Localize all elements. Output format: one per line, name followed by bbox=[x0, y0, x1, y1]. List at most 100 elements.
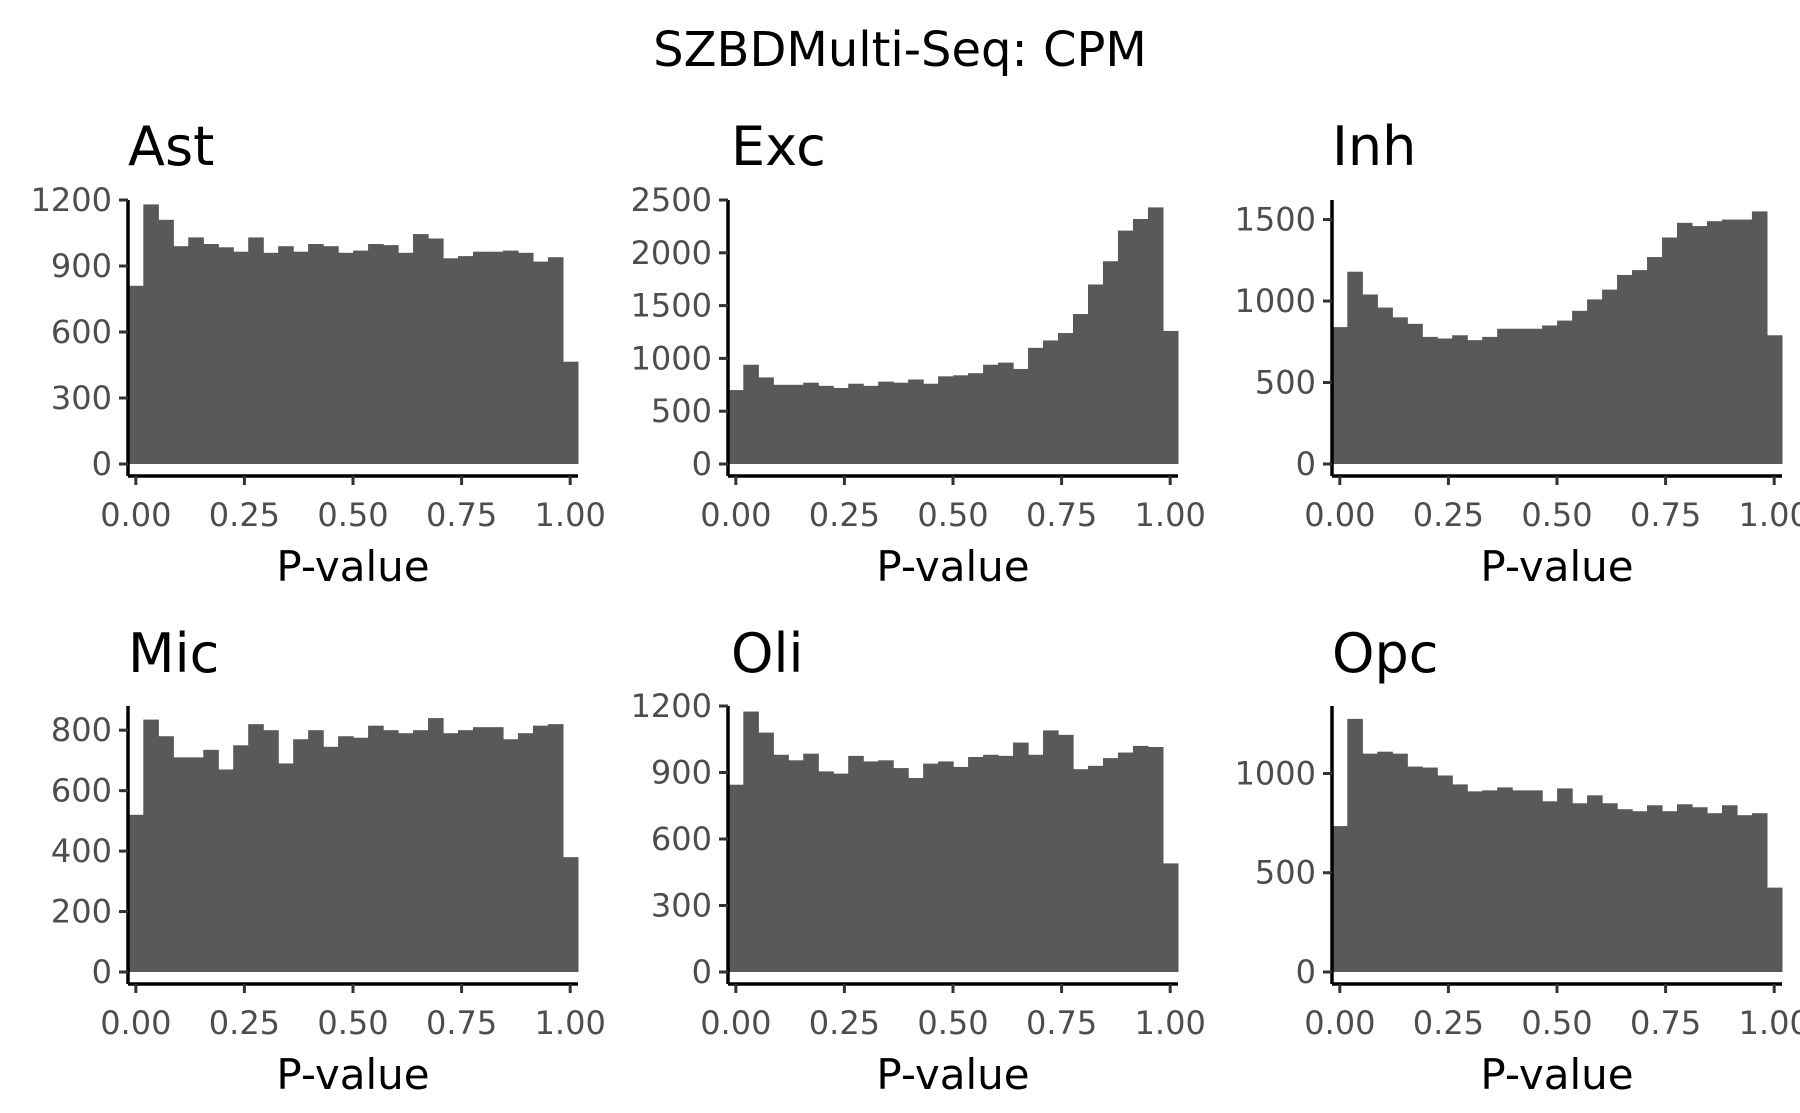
histogram-bar bbox=[818, 771, 834, 972]
histogram-bar bbox=[413, 730, 429, 972]
panel-exc: Exc 0.00 0.25 0.50 0.75 1.00 0 500 1000 1500 2000 2… bbox=[631, 115, 1206, 591]
histogram-bar bbox=[1497, 328, 1513, 464]
histogram-bar bbox=[1527, 790, 1543, 972]
histogram-bar bbox=[938, 761, 954, 972]
histogram-bar bbox=[143, 719, 159, 972]
histogram-bar bbox=[1347, 718, 1363, 972]
histogram-bar bbox=[1557, 788, 1573, 972]
histogram-bar bbox=[1362, 294, 1378, 464]
histogram-bar bbox=[1422, 767, 1438, 972]
y-tick-label: 1000 bbox=[631, 339, 712, 377]
histogram-bar bbox=[1058, 734, 1074, 972]
histogram-bar bbox=[983, 754, 999, 972]
histogram-bar bbox=[968, 756, 984, 972]
histogram-bar bbox=[443, 733, 459, 972]
histogram-bar bbox=[1132, 745, 1149, 972]
x-tick-label: 0.00 bbox=[1304, 1004, 1375, 1042]
histogram-bar bbox=[248, 237, 264, 464]
histogram-bar bbox=[788, 760, 804, 972]
histogram-bar bbox=[1497, 787, 1513, 972]
y-tick-label: 1500 bbox=[1235, 201, 1316, 239]
histogram-bar bbox=[383, 730, 399, 972]
histogram-bar bbox=[788, 384, 804, 464]
panel-ast: Ast 0.00 0.25 0.50 0.75 1.00 0 300 600 900 1200 P-v… bbox=[31, 115, 606, 591]
histogram-bar bbox=[398, 252, 414, 464]
facet-title: Mic bbox=[128, 622, 219, 685]
histogram-bar bbox=[773, 384, 789, 464]
histogram-bar bbox=[458, 256, 474, 464]
histogram-bar bbox=[1706, 221, 1723, 464]
y-tick-label: 200 bbox=[51, 893, 112, 931]
histogram-bar bbox=[293, 251, 309, 464]
histogram-bar bbox=[743, 711, 759, 972]
histogram-bar bbox=[1617, 274, 1633, 464]
x-axis-title: P-value bbox=[1480, 542, 1633, 591]
x-axis-title: P-value bbox=[1480, 1050, 1633, 1099]
x-tick-label: 0.75 bbox=[1630, 496, 1701, 534]
histogram-bar bbox=[908, 778, 924, 972]
histogram-bar bbox=[308, 730, 324, 972]
histogram-bar bbox=[1437, 338, 1453, 464]
y-tick-label: 500 bbox=[651, 392, 712, 430]
histogram-bar bbox=[1751, 813, 1768, 972]
histogram-bar bbox=[1647, 257, 1663, 464]
x-tick-label: 0.25 bbox=[809, 496, 880, 534]
y-tick-label: 500 bbox=[1255, 854, 1316, 892]
histogram-bar bbox=[1072, 769, 1089, 972]
x-axis-title: P-value bbox=[876, 542, 1029, 591]
histogram-bar bbox=[1572, 803, 1588, 972]
histogram-bar bbox=[158, 219, 174, 464]
x-tick-label: 1.00 bbox=[1135, 1004, 1206, 1042]
histogram-bar bbox=[1132, 219, 1149, 464]
histogram-bar bbox=[323, 246, 339, 464]
histogram-bar bbox=[1542, 801, 1558, 972]
histogram-bar bbox=[1013, 368, 1029, 464]
histogram-bar bbox=[1043, 340, 1059, 464]
histogram-bar bbox=[1736, 219, 1753, 464]
panel-oli: Oli 0.00 0.25 0.50 0.75 1.00 0 300 600 900 1200 P-v… bbox=[631, 622, 1206, 1099]
histogram-bar bbox=[1482, 790, 1498, 972]
histogram-bar bbox=[803, 382, 819, 464]
x-tick-label: 0.25 bbox=[1413, 496, 1484, 534]
histogram-bar bbox=[443, 258, 459, 464]
histogram-bar bbox=[1043, 730, 1059, 972]
histogram-bar bbox=[562, 857, 579, 972]
histogram-bar bbox=[1102, 758, 1119, 972]
histogram-bar bbox=[173, 757, 189, 972]
histogram-bar bbox=[398, 733, 414, 972]
panel-mic: Mic 0.00 0.25 0.50 0.75 1.00 0 200 400 600 800 P-va… bbox=[51, 622, 606, 1099]
histogram-bar bbox=[143, 204, 159, 464]
histogram-bar bbox=[1587, 299, 1603, 464]
histogram-bar bbox=[263, 252, 279, 464]
histogram-bar bbox=[863, 761, 879, 972]
histogram-bar bbox=[1407, 766, 1423, 972]
y-tick-label: 300 bbox=[651, 887, 712, 925]
histogram-bar bbox=[1087, 284, 1104, 464]
x-tick-label: 1.00 bbox=[1135, 496, 1206, 534]
histogram-bar bbox=[368, 725, 384, 972]
y-tick-label: 0 bbox=[692, 953, 712, 991]
x-tick-label: 1.00 bbox=[535, 1004, 606, 1042]
histogram-bar bbox=[1332, 826, 1348, 972]
histogram-bar bbox=[1512, 790, 1528, 972]
histogram-bar bbox=[248, 724, 264, 972]
histogram-bar bbox=[218, 247, 234, 464]
histogram-bar bbox=[1512, 328, 1528, 464]
histogram-bar bbox=[758, 732, 774, 972]
histogram-bar bbox=[1721, 805, 1738, 972]
histogram-bar bbox=[878, 381, 894, 464]
histogram-bar bbox=[1676, 804, 1693, 972]
x-tick-label: 1.00 bbox=[1739, 1004, 1800, 1042]
histogram-bar bbox=[1013, 742, 1029, 972]
histogram-bar bbox=[1162, 863, 1179, 972]
histogram-bar bbox=[1467, 340, 1483, 464]
histogram-bar bbox=[1587, 795, 1603, 972]
histogram-bar bbox=[547, 724, 564, 972]
histogram-bar bbox=[517, 733, 534, 972]
histogram-bar bbox=[818, 385, 834, 464]
histogram-bar bbox=[158, 736, 174, 972]
histogram-bar bbox=[487, 251, 504, 464]
histogram-bar bbox=[428, 238, 444, 464]
histogram-bar bbox=[1617, 809, 1633, 972]
